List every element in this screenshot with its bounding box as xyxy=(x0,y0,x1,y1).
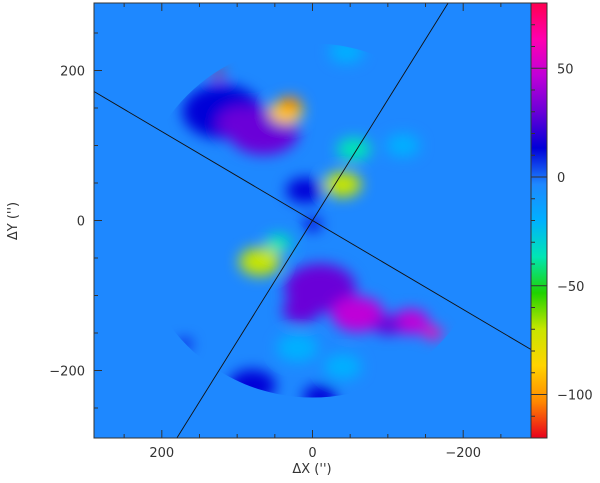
overlay-lines xyxy=(94,3,531,438)
x-tick-label: −200 xyxy=(445,446,481,461)
heatmap-region xyxy=(423,326,443,340)
colorbar-tick-label: −50 xyxy=(557,280,584,295)
heatmap-region xyxy=(303,385,337,398)
heatmap-region xyxy=(331,296,385,333)
y-axis-title: ΔY ('') xyxy=(6,202,21,240)
x-tick-label: 0 xyxy=(308,446,316,461)
heatmap-region xyxy=(286,177,324,204)
heatmap-region xyxy=(265,234,292,252)
heatmap-region xyxy=(278,96,302,112)
colorbar-tick-label: 50 xyxy=(557,62,574,77)
heatmap-region xyxy=(323,171,362,198)
x-tick-label: 200 xyxy=(149,446,174,461)
heatmap-region xyxy=(282,297,321,324)
y-tick-label: −200 xyxy=(49,365,85,380)
x-axis: 200 0 −200 xyxy=(123,3,502,461)
colorbar-tick-label: 0 xyxy=(557,171,565,186)
colorbar-ticks: 50 0 −50 −100 xyxy=(531,24,593,417)
heatmap-region xyxy=(276,333,319,363)
y-tick-label: 200 xyxy=(60,65,85,80)
heatmap-region xyxy=(239,247,281,276)
heatmap-regions xyxy=(176,43,443,398)
overlay-line xyxy=(176,3,449,438)
heatmap-region xyxy=(323,353,362,380)
heatmap-region xyxy=(336,137,371,161)
x-axis-title: ΔX ('') xyxy=(292,462,331,477)
y-tick-label: 0 xyxy=(77,215,85,230)
colorbar-tick-label: −100 xyxy=(557,389,593,404)
y-axis: 200 0 −200 xyxy=(49,32,102,409)
heatmap-region xyxy=(217,106,265,140)
heatmap-region xyxy=(385,133,420,158)
heatmap-region xyxy=(373,315,402,336)
